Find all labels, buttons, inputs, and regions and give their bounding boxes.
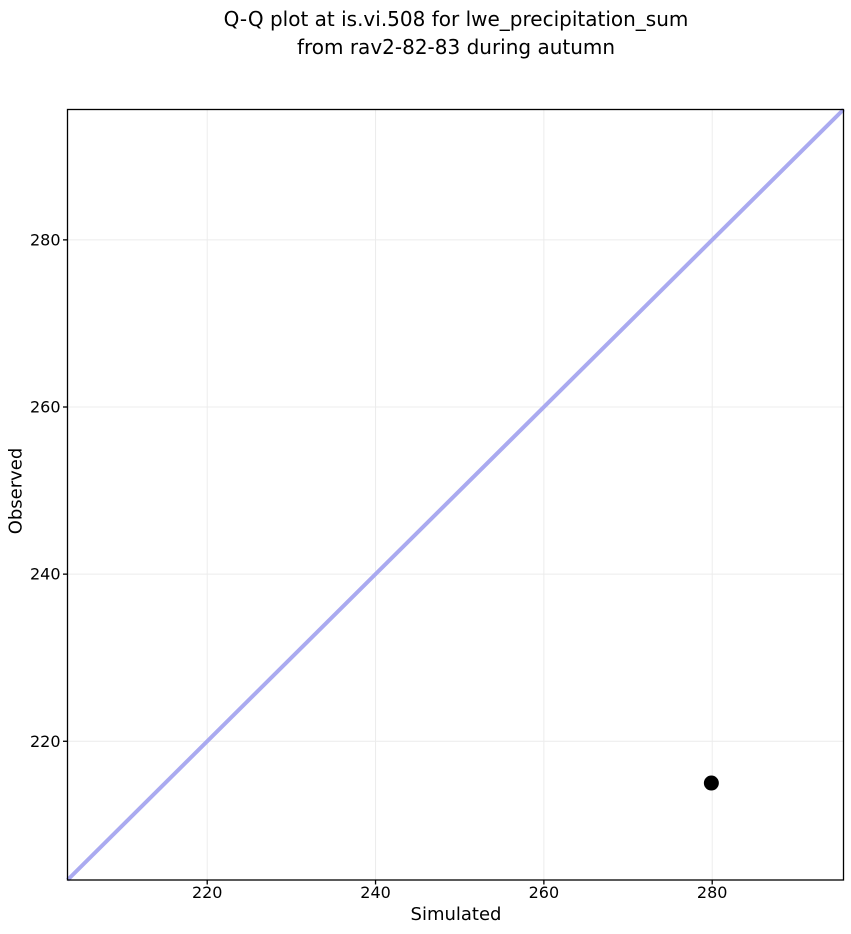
data-point [703, 775, 719, 791]
plot-border [66, 108, 845, 881]
y-axis-label: Observed [5, 447, 27, 535]
x-tick-label: 240 [360, 883, 391, 902]
chart-title: Q-Q plot at is.vi.508 for lwe_precipitat… [223, 7, 689, 59]
y-tick-label: 260 [30, 398, 61, 417]
x-axis-label: Simulated [410, 904, 502, 925]
x-tick-label: 280 [697, 883, 728, 902]
x-tick-label: 260 [529, 883, 560, 902]
x-tick-label: 220 [192, 883, 223, 902]
y-tick-label: 240 [30, 565, 61, 584]
identity-line [66, 108, 845, 882]
y-tick-label: 220 [30, 732, 61, 751]
y-tick-label: 280 [30, 230, 61, 249]
